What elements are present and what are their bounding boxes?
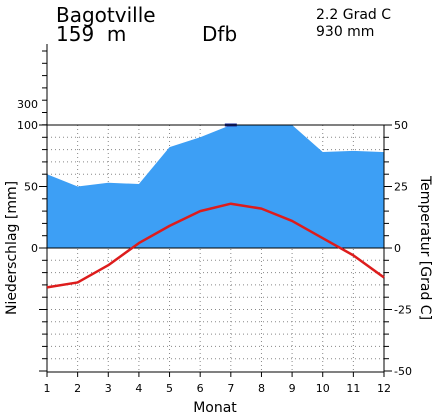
- y-left-tick-label: 0: [31, 242, 38, 255]
- axes: [39, 44, 392, 377]
- y-right-tick-label: -25: [394, 304, 412, 317]
- x-tick-label: 5: [166, 382, 173, 395]
- x-tick-label: 4: [135, 382, 142, 395]
- annual-precipitation: 930 mm: [316, 24, 374, 40]
- y-right-tick-label: 25: [394, 181, 408, 194]
- x-tick-label: 6: [197, 382, 204, 395]
- x-tick-label: 3: [105, 382, 112, 395]
- y-axis-right-title: Temperatur [Grad C]: [417, 175, 433, 320]
- x-tick-label: 10: [316, 382, 330, 395]
- x-tick-label: 1: [44, 382, 51, 395]
- x-tick-label: 12: [377, 382, 391, 395]
- precipitation-series: [47, 123, 384, 248]
- y-left-tick-label: 300: [17, 98, 38, 111]
- y-right-tick-label: 50: [394, 119, 408, 132]
- y-right-tick-label: 0: [394, 242, 401, 255]
- x-tick-label: 11: [346, 382, 360, 395]
- x-tick-label: 8: [258, 382, 265, 395]
- x-tick-label: 7: [227, 382, 234, 395]
- x-tick-label: 2: [74, 382, 81, 395]
- station-name: Bagotville: [56, 3, 156, 27]
- climate-class: Dfb: [202, 22, 237, 46]
- x-axis-title: Monat: [193, 400, 237, 416]
- temperature-series: [46, 202, 385, 289]
- precipitation-area: [47, 125, 384, 248]
- y-left-tick-label: 50: [24, 181, 38, 194]
- mean-temperature: 2.2 Grad C: [316, 7, 391, 23]
- temperature-line: [46, 202, 385, 289]
- x-tick-label: 9: [289, 382, 296, 395]
- y-axis-left-title: Niederschlag [mm]: [4, 181, 20, 315]
- station-elevation: 159 m: [56, 22, 126, 46]
- y-left-tick-label: 100: [17, 119, 38, 132]
- y-right-tick-label: -50: [394, 365, 412, 378]
